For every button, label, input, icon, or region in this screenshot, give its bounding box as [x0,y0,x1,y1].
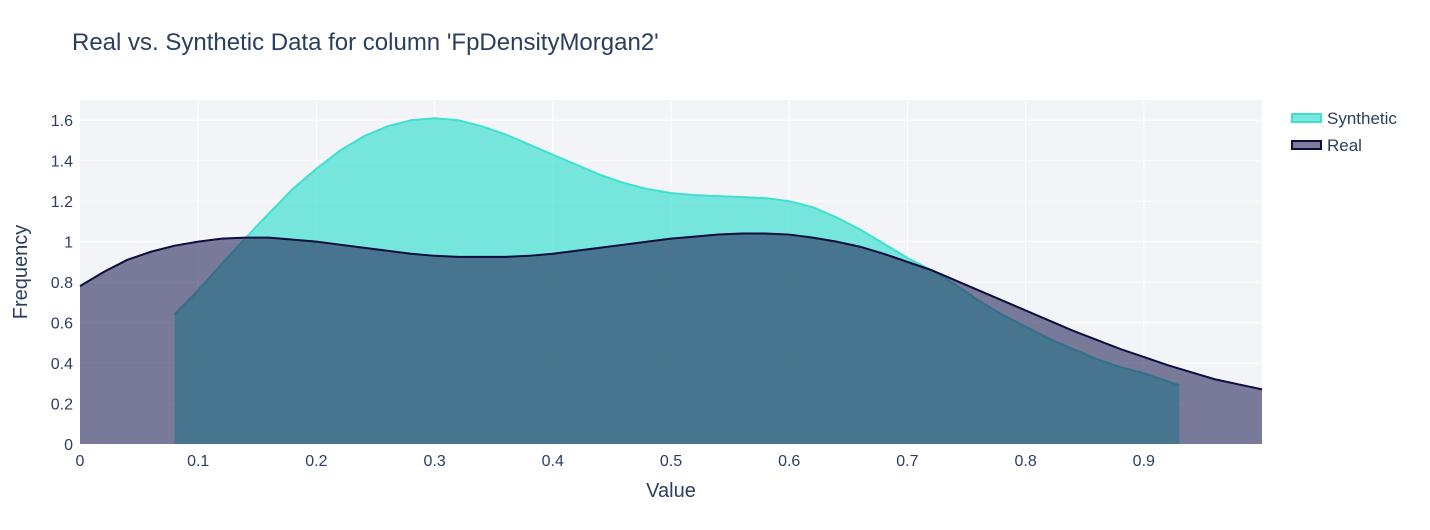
y-tick-label: 1.6 [51,113,73,130]
legend-swatch [1291,140,1322,150]
x-tick-label: 0.9 [1133,453,1155,470]
y-tick-label: 0.2 [51,397,73,414]
y-tick-label: 0.4 [51,356,73,373]
x-tick-label: 0.3 [423,453,445,470]
x-tick-label: 0.2 [305,453,327,470]
tick-layer: 0 0.1 0.2 0.3 0.4 0.5 0.6 0.7 0.8 0.9 0 0.2 0.4 0.6 0.… [51,113,1155,470]
chart-title: Real vs. Synthetic Data for column 'FpDe… [72,29,659,56]
legend-swatch [1291,113,1322,123]
legend-label: Synthetic [1327,109,1397,128]
legend-item-synthetic[interactable]: Synthetic [1291,109,1397,128]
y-axis-label: Frequency [10,225,32,320]
legend-item-real[interactable]: Real [1291,136,1362,155]
legend[interactable]: Synthetic Real [1291,109,1397,155]
y-tick-label: 1 [64,235,73,252]
x-tick-label: 0.4 [542,453,564,470]
series-layer [79,117,1263,445]
y-tick-label: 0.6 [51,316,73,333]
x-tick-label: 0.7 [896,453,918,470]
x-tick-label: 0.6 [778,453,800,470]
x-tick-label: 0 [76,453,85,470]
y-tick-label: 1.4 [51,154,73,171]
legend-label: Real [1327,136,1362,155]
x-tick-label: 0.5 [660,453,682,470]
y-tick-label: 0.8 [51,275,73,292]
y-tick-label: 0 [64,437,73,454]
x-tick-label: 0.1 [187,453,209,470]
x-axis-label: Value [646,480,696,502]
x-tick-label: 0.8 [1014,453,1036,470]
series-line-real [79,232,1263,391]
y-tick-label: 1.2 [51,194,73,211]
